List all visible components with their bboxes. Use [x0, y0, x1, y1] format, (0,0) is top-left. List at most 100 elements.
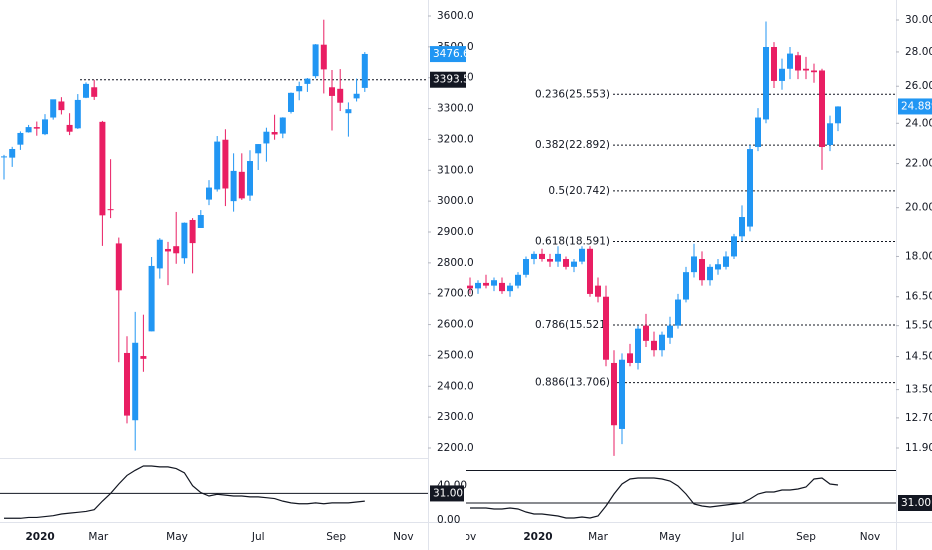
x-tick-label: 2020 — [523, 531, 552, 543]
candle-body — [214, 141, 221, 190]
last-price-box — [430, 46, 466, 63]
fib-label: 0.618(18.591) — [535, 235, 610, 247]
fib-label: 0.5(20.742) — [548, 185, 610, 197]
candle-body — [50, 99, 57, 118]
candle-body — [189, 219, 196, 244]
candle-body — [787, 53, 793, 69]
x-tick-label: Mar — [88, 531, 108, 543]
candle-body — [827, 123, 833, 146]
candle-body — [1, 156, 7, 158]
candle-body — [353, 93, 360, 99]
candle-body — [779, 68, 785, 81]
candle-body — [222, 139, 229, 189]
candle-body — [148, 265, 155, 332]
y-tick-label: 3300.0 — [437, 103, 474, 115]
x-tick-label: Nov — [393, 531, 414, 543]
candle-body — [643, 325, 649, 341]
x-tick-label: Jul — [251, 531, 265, 543]
indicator-level-label: 31.00 — [433, 487, 463, 499]
candle-body — [731, 236, 737, 257]
candle-body — [156, 239, 163, 269]
y-tick-label: 2600.0 — [437, 319, 474, 331]
candle-body — [635, 328, 641, 363]
candle-body — [263, 131, 270, 144]
candle-body — [66, 124, 73, 132]
candle-body — [9, 148, 16, 158]
y-tick-label: 2700.0 — [437, 288, 474, 300]
x-tick-label: Sep — [326, 531, 346, 543]
candle-body — [531, 253, 537, 260]
candle-body — [515, 274, 521, 286]
candle-body — [803, 68, 809, 71]
candle-body — [107, 209, 114, 211]
candle-body — [595, 285, 601, 297]
candle-body — [539, 253, 545, 260]
plot-area: 0.236(25.553) 0.382(22.892) 0.5(20.742) 0.6… — [467, 21, 896, 519]
candle-body — [675, 299, 681, 326]
candle-body — [230, 170, 237, 202]
candle-body — [667, 325, 673, 338]
candle-body — [491, 280, 497, 286]
fib-label: 0.886(13.706) — [535, 377, 610, 389]
y-tick-label: 2400.0 — [437, 380, 474, 392]
candle-body — [571, 261, 577, 267]
candle-body — [507, 285, 513, 292]
y-tick-label: 22.000 — [905, 158, 932, 170]
candle-body — [547, 259, 553, 262]
x-tick-label: Nov — [860, 531, 881, 543]
candle-body — [345, 109, 352, 114]
y-tick-label: 28.000 — [905, 46, 932, 58]
fib-label: 0.236(25.553) — [535, 88, 610, 100]
y-tick-label: 2300.0 — [437, 411, 474, 423]
indicator-line — [4, 465, 365, 519]
candle-body — [312, 44, 319, 77]
y-tick-label: 30.000 — [905, 14, 932, 26]
y-tick-label: 18.000 — [905, 250, 932, 262]
candle-body — [361, 53, 368, 88]
candle-body — [17, 132, 24, 145]
fib-label: 0.786(15.521) — [535, 319, 610, 331]
candle-body — [467, 285, 473, 289]
y-tick-label: 13.500 — [905, 384, 932, 396]
y-tick-label: 3100.0 — [437, 164, 474, 176]
candle-body — [238, 171, 245, 199]
candle-body — [755, 117, 761, 148]
reference-price-box — [430, 71, 466, 88]
candle-body — [819, 70, 825, 148]
y-tick-label: 14.500 — [905, 351, 932, 363]
candle-body — [124, 352, 130, 416]
candle-body — [25, 127, 32, 133]
candle-body — [91, 87, 98, 97]
candle-body — [587, 248, 593, 294]
candle-body — [140, 356, 147, 359]
x-tick-label: Nov — [456, 531, 477, 543]
candle-body — [739, 217, 745, 237]
candle-body — [811, 70, 817, 73]
indicator-level-label: 31.00 — [901, 497, 931, 509]
y-tick-label: 26.000 — [905, 80, 932, 92]
y-tick-label: 12.700 — [905, 412, 932, 424]
plot-area — [1, 19, 428, 519]
candle-body — [563, 259, 569, 267]
candle-body — [651, 340, 657, 351]
candle-body — [74, 99, 81, 129]
candle-body — [763, 47, 769, 120]
candle-body — [320, 44, 327, 70]
candle-body — [795, 55, 801, 71]
reference-price-label: 3393.5 — [433, 74, 470, 86]
candle-body — [255, 144, 262, 154]
x-tick-label: 2020 — [25, 531, 54, 543]
candle-body — [206, 187, 212, 200]
candle-body — [699, 259, 705, 281]
candle-body — [271, 132, 278, 135]
candle-body — [715, 264, 721, 270]
y-tick-label: 2800.0 — [437, 257, 474, 269]
candle-body — [132, 342, 139, 421]
candle-body — [288, 92, 294, 112]
candle-body — [579, 248, 585, 262]
candle-body — [197, 215, 204, 228]
candle-body — [483, 282, 489, 286]
y-tick-label: 16.500 — [905, 291, 932, 303]
y-tick-label: 3200.0 — [437, 133, 474, 145]
